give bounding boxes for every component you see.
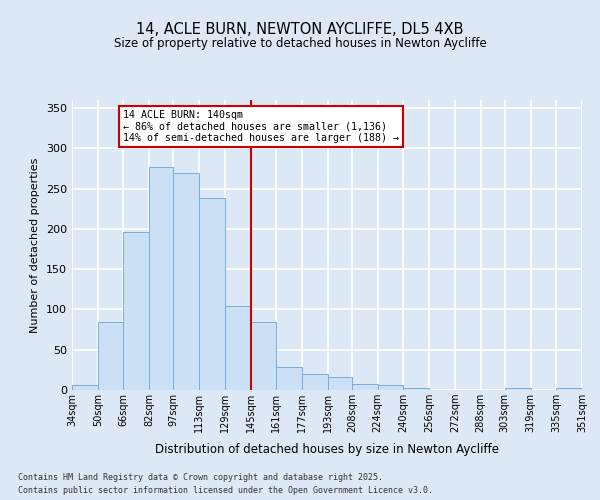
Bar: [251, 322, 277, 390]
Bar: [225, 306, 251, 390]
Text: Contains public sector information licensed under the Open Government Licence v3: Contains public sector information licen…: [18, 486, 433, 495]
Bar: [352, 384, 377, 390]
Bar: [302, 374, 328, 390]
Text: 14 ACLE BURN: 140sqm
← 86% of detached houses are smaller (1,136)
14% of semi-de: 14 ACLE BURN: 140sqm ← 86% of detached h…: [124, 110, 400, 143]
Bar: [98, 322, 124, 390]
Bar: [556, 388, 582, 390]
Y-axis label: Number of detached properties: Number of detached properties: [31, 158, 40, 332]
Bar: [199, 198, 225, 390]
Text: Contains HM Land Registry data © Crown copyright and database right 2025.: Contains HM Land Registry data © Crown c…: [18, 474, 383, 482]
Bar: [173, 172, 199, 390]
Bar: [72, 385, 98, 390]
Bar: [377, 385, 403, 390]
Bar: [403, 388, 429, 390]
Text: 14, ACLE BURN, NEWTON AYCLIFFE, DL5 4XB: 14, ACLE BURN, NEWTON AYCLIFFE, DL5 4XB: [136, 22, 464, 38]
Bar: [149, 167, 173, 390]
Bar: [505, 388, 530, 390]
Bar: [277, 368, 302, 390]
Bar: [124, 232, 149, 390]
Bar: [328, 377, 352, 390]
Text: Size of property relative to detached houses in Newton Aycliffe: Size of property relative to detached ho…: [113, 38, 487, 51]
X-axis label: Distribution of detached houses by size in Newton Aycliffe: Distribution of detached houses by size …: [155, 444, 499, 456]
